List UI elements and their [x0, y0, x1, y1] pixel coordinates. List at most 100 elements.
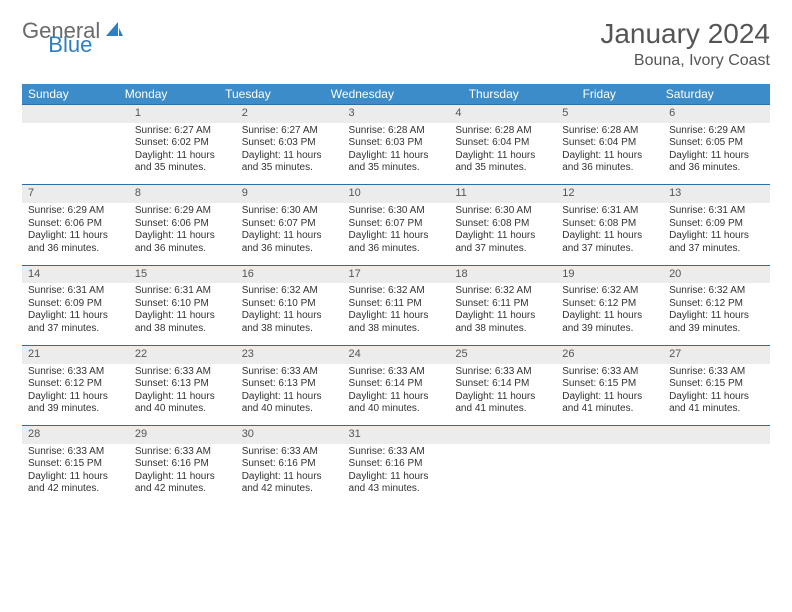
sunset-text: Sunset: 6:09 PM	[669, 218, 764, 231]
sunset-text: Sunset: 6:16 PM	[135, 458, 230, 471]
sunset-text: Sunset: 6:10 PM	[135, 298, 230, 311]
day1-text: Daylight: 11 hours	[349, 471, 444, 484]
day2-text: and 36 minutes.	[349, 243, 444, 256]
sunset-text: Sunset: 6:11 PM	[349, 298, 444, 311]
sunrise-text: Sunrise: 6:30 AM	[349, 205, 444, 218]
day1-text: Daylight: 11 hours	[349, 230, 444, 243]
daynum-row: 21222324252627	[22, 345, 770, 363]
calendar-table: Sunday Monday Tuesday Wednesday Thursday…	[22, 84, 770, 104]
day-cell: Sunrise: 6:28 AMSunset: 6:04 PMDaylight:…	[556, 123, 663, 185]
sunrise-text: Sunrise: 6:28 AM	[455, 125, 550, 138]
sunset-text: Sunset: 6:04 PM	[455, 137, 550, 150]
day2-text: and 40 minutes.	[242, 403, 337, 416]
sunrise-text: Sunrise: 6:32 AM	[242, 285, 337, 298]
day-number: 6	[663, 105, 770, 123]
day-number: 2	[236, 105, 343, 123]
day-number: 3	[343, 105, 450, 123]
day-number	[22, 105, 129, 123]
day2-text: and 40 minutes.	[135, 403, 230, 416]
day1-text: Daylight: 11 hours	[349, 150, 444, 163]
day2-text: and 41 minutes.	[562, 403, 657, 416]
sunrise-text: Sunrise: 6:32 AM	[562, 285, 657, 298]
day1-text: Daylight: 11 hours	[562, 391, 657, 404]
content-row: Sunrise: 6:31 AMSunset: 6:09 PMDaylight:…	[22, 283, 770, 345]
day2-text: and 37 minutes.	[28, 323, 123, 336]
logo-sail-icon	[104, 20, 124, 43]
day1-text: Daylight: 11 hours	[669, 150, 764, 163]
day1-text: Daylight: 11 hours	[242, 471, 337, 484]
day1-text: Daylight: 11 hours	[669, 391, 764, 404]
sunrise-text: Sunrise: 6:31 AM	[135, 285, 230, 298]
day-number: 20	[663, 265, 770, 283]
day-cell: Sunrise: 6:31 AMSunset: 6:09 PMDaylight:…	[22, 283, 129, 345]
day-cell: Sunrise: 6:32 AMSunset: 6:12 PMDaylight:…	[663, 283, 770, 345]
daynum-row: 14151617181920	[22, 265, 770, 283]
sunrise-text: Sunrise: 6:33 AM	[669, 366, 764, 379]
day-cell: Sunrise: 6:30 AMSunset: 6:07 PMDaylight:…	[343, 203, 450, 265]
day2-text: and 43 minutes.	[349, 483, 444, 496]
sunrise-text: Sunrise: 6:29 AM	[669, 125, 764, 138]
sunset-text: Sunset: 6:05 PM	[669, 137, 764, 150]
sunrise-text: Sunrise: 6:33 AM	[349, 446, 444, 459]
day-cell	[449, 444, 556, 506]
day-number	[663, 426, 770, 444]
day2-text: and 41 minutes.	[669, 403, 764, 416]
day-number: 26	[556, 345, 663, 363]
sunset-text: Sunset: 6:15 PM	[669, 378, 764, 391]
sunset-text: Sunset: 6:07 PM	[242, 218, 337, 231]
sunset-text: Sunset: 6:13 PM	[135, 378, 230, 391]
content-row: Sunrise: 6:33 AMSunset: 6:15 PMDaylight:…	[22, 444, 770, 506]
day1-text: Daylight: 11 hours	[349, 310, 444, 323]
sunrise-text: Sunrise: 6:31 AM	[562, 205, 657, 218]
sunset-text: Sunset: 6:07 PM	[349, 218, 444, 231]
day2-text: and 39 minutes.	[28, 403, 123, 416]
day2-text: and 35 minutes.	[135, 162, 230, 175]
sunset-text: Sunset: 6:08 PM	[562, 218, 657, 231]
content-row: Sunrise: 6:27 AMSunset: 6:02 PMDaylight:…	[22, 123, 770, 185]
sunrise-text: Sunrise: 6:33 AM	[28, 366, 123, 379]
day-cell	[556, 444, 663, 506]
day2-text: and 37 minutes.	[562, 243, 657, 256]
day-cell: Sunrise: 6:32 AMSunset: 6:11 PMDaylight:…	[449, 283, 556, 345]
day-number: 19	[556, 265, 663, 283]
day1-text: Daylight: 11 hours	[135, 230, 230, 243]
day-cell: Sunrise: 6:28 AMSunset: 6:03 PMDaylight:…	[343, 123, 450, 185]
day2-text: and 35 minutes.	[455, 162, 550, 175]
dayname: Friday	[577, 84, 660, 104]
day-cell: Sunrise: 6:33 AMSunset: 6:14 PMDaylight:…	[449, 364, 556, 426]
day1-text: Daylight: 11 hours	[135, 310, 230, 323]
day-number: 24	[343, 345, 450, 363]
day-number: 14	[22, 265, 129, 283]
day-cell: Sunrise: 6:28 AMSunset: 6:04 PMDaylight:…	[449, 123, 556, 185]
sunrise-text: Sunrise: 6:30 AM	[242, 205, 337, 218]
day2-text: and 38 minutes.	[135, 323, 230, 336]
day2-text: and 36 minutes.	[562, 162, 657, 175]
day2-text: and 36 minutes.	[242, 243, 337, 256]
day-cell: Sunrise: 6:33 AMSunset: 6:13 PMDaylight:…	[129, 364, 236, 426]
dayname: Sunday	[22, 84, 119, 104]
day2-text: and 39 minutes.	[669, 323, 764, 336]
sunrise-text: Sunrise: 6:29 AM	[135, 205, 230, 218]
day-number: 8	[129, 185, 236, 203]
day-number: 29	[129, 426, 236, 444]
sunrise-text: Sunrise: 6:32 AM	[669, 285, 764, 298]
sunrise-text: Sunrise: 6:28 AM	[562, 125, 657, 138]
day-number: 31	[343, 426, 450, 444]
day1-text: Daylight: 11 hours	[455, 150, 550, 163]
day-cell: Sunrise: 6:29 AMSunset: 6:06 PMDaylight:…	[129, 203, 236, 265]
day2-text: and 38 minutes.	[455, 323, 550, 336]
day-number: 7	[22, 185, 129, 203]
day-cell: Sunrise: 6:29 AMSunset: 6:05 PMDaylight:…	[663, 123, 770, 185]
day1-text: Daylight: 11 hours	[669, 310, 764, 323]
sunset-text: Sunset: 6:08 PM	[455, 218, 550, 231]
sunset-text: Sunset: 6:06 PM	[135, 218, 230, 231]
day-cell: Sunrise: 6:33 AMSunset: 6:13 PMDaylight:…	[236, 364, 343, 426]
day-number: 16	[236, 265, 343, 283]
day-cell: Sunrise: 6:33 AMSunset: 6:16 PMDaylight:…	[236, 444, 343, 506]
dayname: Wednesday	[325, 84, 463, 104]
day2-text: and 36 minutes.	[135, 243, 230, 256]
logo: General Blue	[22, 18, 170, 44]
day-cell: Sunrise: 6:33 AMSunset: 6:12 PMDaylight:…	[22, 364, 129, 426]
sunrise-text: Sunrise: 6:33 AM	[455, 366, 550, 379]
day-cell: Sunrise: 6:33 AMSunset: 6:15 PMDaylight:…	[556, 364, 663, 426]
